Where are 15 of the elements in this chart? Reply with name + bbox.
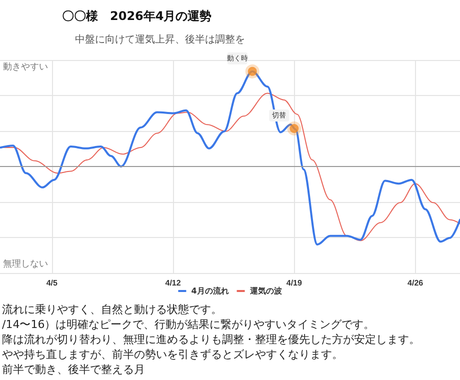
text: 無理しない: [3, 258, 48, 270]
text: 流れに乗りやすく、自然と動ける状態です。: [2, 302, 223, 317]
legend-label: 運気の波: [248, 286, 283, 296]
text: 前半で動き、後半で整える月: [2, 362, 146, 377]
x-tick-label: 4/19: [286, 278, 302, 288]
text: やや持ち直しますが、前半の勢いを引きずるとズレやすくなります。: [2, 347, 344, 362]
x-tick-label: 4/5: [46, 278, 58, 288]
chart-title: 〇〇様 2026年4月の運勢: [62, 9, 212, 23]
text: /14〜16）は明確なピークで、行動が結果に繋がりやすいタイミングです。: [2, 317, 376, 332]
annotation: 動きやすい: [3, 62, 48, 72]
text: 降は流れが切り替わり、無理に進めるよりも調整・整理を優先した方が安定します。: [2, 332, 421, 347]
x-tick-label: 4/26: [408, 278, 424, 288]
legend-label: 4月の流れ: [191, 286, 229, 296]
chart-subtitle: 中盤に向けて運気上昇、後半は調整を: [75, 34, 245, 46]
x-tick-label: 4/12: [165, 278, 182, 288]
